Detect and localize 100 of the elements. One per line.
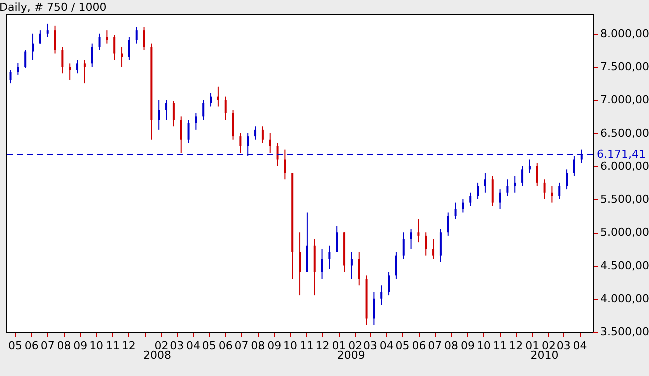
x-tick-label: 05 — [396, 340, 410, 352]
x-tick-label: 06 — [24, 340, 39, 352]
candlestick — [432, 238, 435, 260]
candlestick — [544, 179, 546, 200]
candlestick — [98, 33, 101, 51]
candlestick — [24, 50, 27, 69]
candlestick — [440, 228, 442, 263]
x-tick-label: 11 — [106, 340, 120, 352]
candlestick — [62, 46, 64, 74]
candlestick — [395, 252, 398, 280]
y-tick-label: 4.500,00 — [600, 259, 649, 272]
x-tick-label: 08 — [251, 340, 266, 352]
chart-title: Daily, # 750 / 1000 — [0, 1, 107, 14]
y-tick-label: 8.000,00 — [600, 27, 649, 40]
x-tick-label: 09 — [74, 340, 88, 352]
candlestick — [158, 100, 160, 130]
x-tick-label: 04 — [573, 340, 588, 352]
candlestick — [558, 182, 561, 200]
x-tick-label: 03 — [170, 340, 184, 352]
candlestick — [380, 285, 383, 306]
y-tick-label: 6.500,00 — [600, 126, 649, 140]
candlestick — [39, 30, 42, 44]
candlestick — [388, 272, 390, 296]
candlestick — [328, 245, 331, 270]
x-tick-label: 03 — [556, 340, 571, 352]
candlestick — [276, 142, 279, 167]
candlestick — [262, 126, 264, 144]
candlestick — [46, 23, 49, 38]
x-tick-label: 07 — [428, 340, 442, 352]
candlestick — [425, 232, 428, 256]
x-tick-label: 06 — [218, 340, 233, 352]
candlestick — [284, 149, 286, 180]
x-tick-label: 12 — [316, 340, 330, 352]
candlestick — [573, 156, 576, 177]
candlestick — [477, 182, 480, 200]
candlestick — [492, 176, 494, 207]
candlestick — [418, 218, 420, 244]
candlestick — [254, 126, 257, 140]
candlestick — [172, 100, 175, 128]
candlestick — [54, 25, 56, 54]
candlestick — [232, 110, 234, 140]
candlestick — [180, 116, 182, 154]
candlestick — [566, 169, 568, 190]
candlestick — [106, 30, 108, 44]
candlestick — [84, 60, 86, 84]
x-tick-label: 11 — [300, 340, 314, 352]
candlestick — [321, 248, 324, 280]
candlestick — [358, 252, 360, 286]
candlestick — [166, 100, 168, 120]
candlestick — [188, 120, 190, 144]
x-tick-label: 07 — [234, 340, 249, 352]
candlestick — [454, 202, 457, 220]
y-tick-label: 5.500,00 — [600, 193, 649, 206]
candlestick — [462, 199, 464, 214]
x-tick-label: 04 — [186, 340, 201, 352]
y-tick-label: 7.000,00 — [600, 94, 649, 107]
x-tick-label: 03 — [363, 340, 378, 352]
candlestick — [240, 132, 242, 154]
candlestick — [470, 192, 472, 207]
candlestick — [210, 93, 212, 108]
x-tick-label: 08 — [444, 340, 459, 352]
candlestick — [402, 232, 405, 260]
candlestick — [91, 43, 94, 68]
x-tick-label: 07 — [40, 340, 55, 352]
candlestick — [299, 232, 302, 296]
candlestick — [224, 96, 227, 120]
x-tick-label: 05 — [202, 340, 216, 352]
candlestick — [32, 33, 34, 61]
x-tick-label: 10 — [476, 340, 491, 352]
x-tick-label: 12 — [122, 340, 136, 352]
x-tick-label: 08 — [57, 340, 72, 352]
candlestick — [195, 112, 198, 130]
y-tick-label: 4.000,00 — [600, 292, 649, 306]
candlestick — [484, 172, 486, 194]
x-tick-label: 10 — [283, 340, 298, 352]
candlestick — [499, 189, 502, 210]
ref-line-label: 6.171,41 — [597, 148, 646, 162]
candlestick — [514, 176, 516, 194]
x-tick-label: 10 — [90, 340, 104, 352]
candlestick — [17, 62, 20, 76]
x-tick-label: 04 — [380, 340, 394, 352]
x-tick-label: 12 — [509, 340, 524, 352]
candlestick — [10, 70, 12, 84]
candlestick — [447, 212, 450, 236]
candlestick — [76, 60, 79, 74]
x-tick-label: 06 — [412, 340, 426, 352]
candlestick — [143, 26, 146, 51]
y-tick-label: 7.500,00 — [600, 60, 649, 74]
candlestick — [114, 34, 116, 61]
y-tick-label: 3.500,00 — [600, 326, 649, 338]
candlestick — [69, 63, 72, 81]
candlestick — [269, 132, 272, 154]
candlestick — [410, 228, 412, 250]
candlestick — [336, 226, 338, 253]
candlestick — [506, 179, 509, 197]
candlestick — [202, 100, 205, 120]
x-tick-label: 11 — [493, 340, 508, 352]
candlestick — [350, 252, 353, 280]
x-tick-label: 05 — [8, 340, 23, 352]
candlestick — [136, 26, 138, 44]
